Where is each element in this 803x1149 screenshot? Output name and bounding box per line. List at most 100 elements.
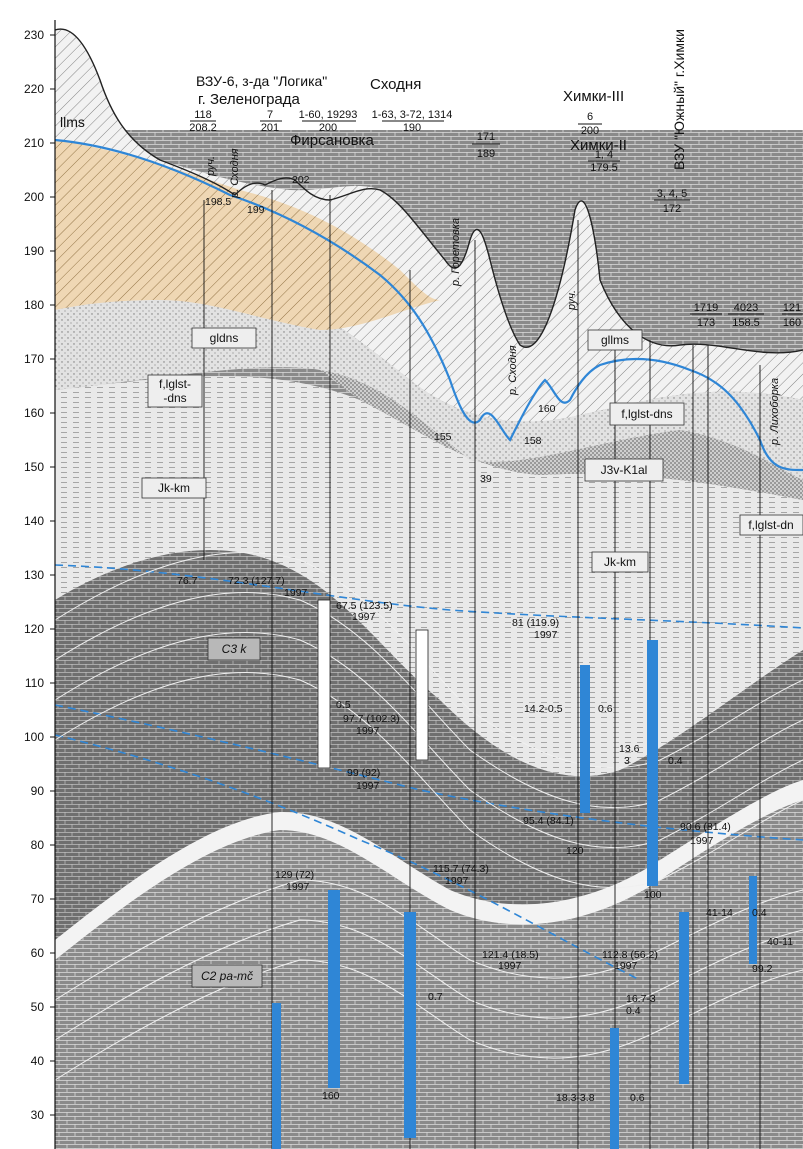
measurement: 90.6 (81.4): [680, 821, 731, 833]
y-tick-label: 40: [31, 1054, 45, 1068]
well-number: 1-63, 3-72, 1314: [372, 109, 453, 121]
measurement: 72.3 (127.7): [228, 575, 285, 587]
khimki3-label: Химки-III: [563, 88, 624, 105]
measurement: 0.4: [668, 755, 683, 767]
screen-white-1: [317, 599, 331, 769]
screen-blue-8: [749, 876, 757, 964]
measurement: 3: [624, 755, 630, 767]
well-number: 1, 4: [595, 149, 613, 161]
y-tick-label: 230: [24, 28, 44, 42]
screen-blue-3: [328, 890, 340, 1088]
measurement: 97.7 (102.3): [343, 713, 400, 725]
measurement: 1997: [356, 780, 380, 792]
river-ruch-label: руч.: [205, 156, 217, 177]
well-elevation: 190: [403, 122, 421, 134]
screen-blue-2: [647, 640, 658, 886]
well-number: 1719: [694, 302, 718, 314]
y-tick-label: 120: [24, 622, 44, 636]
measurement: 99.2: [752, 963, 773, 975]
y-tick-label: 80: [31, 838, 45, 852]
elevation-mark: 198.5: [205, 196, 231, 208]
stratum-fglst-label: f,lglst-: [159, 377, 191, 391]
y-tick-label: 200: [24, 190, 44, 204]
measurement: 95.4 (84.1): [523, 815, 574, 827]
stratum-gllms-label: gllms: [601, 333, 629, 347]
strata-labels: llms gldns f,lglst- -dns Jk-km gllms f,l…: [60, 114, 803, 988]
y-tick-label: 180: [24, 298, 44, 312]
measurement: 1997: [445, 875, 469, 887]
well-elevation: 200: [581, 125, 599, 137]
measurement: 1997: [614, 960, 638, 972]
y-tick-label: 60: [31, 946, 45, 960]
measurement: 121.4 (18.5): [482, 949, 539, 961]
y-axis-ticks: 230 220 210 200 190 180 170 160 150 140 …: [24, 28, 55, 1122]
elevation-mark: 202: [292, 174, 310, 186]
measurement: 99 (92): [347, 767, 380, 779]
measurement: 1997: [690, 835, 714, 847]
strata-lines: [54, 552, 803, 1081]
well-number: 6: [587, 111, 593, 123]
khimki2-label: Химки-II: [570, 137, 627, 154]
well-elevation: 160: [783, 317, 801, 329]
measurement: 1997: [352, 611, 376, 623]
y-tick-label: 210: [24, 136, 44, 150]
measurement: 0.4: [626, 1005, 641, 1017]
gldns-formation: [55, 29, 803, 422]
well-headers: 118 208.2 7 201 1-60, 19293 200 1-63, 3-…: [189, 109, 803, 329]
measurement: 0.6: [630, 1092, 645, 1104]
well-number: 7: [267, 109, 273, 121]
well-elevation: 172: [663, 203, 681, 215]
y-tick-label: 130: [24, 568, 44, 582]
j3v-k1al-formation: [320, 370, 803, 500]
y-tick-label: 100: [24, 730, 44, 744]
y-tick-label: 110: [25, 676, 44, 690]
measurement: 0.5: [336, 699, 351, 711]
screen-blue-6: [610, 1028, 619, 1149]
stratum-dns-label: -dns: [163, 391, 186, 405]
well-elevation: 179.5: [590, 162, 618, 174]
stratum-jkkm2-label: Jk-km: [604, 555, 636, 569]
elevation-mark: 155: [434, 431, 452, 443]
measurement: 40-11: [767, 936, 793, 948]
measurement-labels: 76.7 72.3 (127.7) 1997 67.5 (123.5) 1997…: [177, 575, 793, 1104]
elevation-mark: 199: [247, 204, 265, 216]
measurement: 1997: [356, 725, 380, 737]
well-elevation: 158.5: [732, 317, 760, 329]
vzu6-title: ВЗУ-6, з-да "Логика": [196, 73, 327, 89]
screen-blue-4: [404, 912, 416, 1138]
river-skhodnya2-label: р. Сходня: [507, 345, 519, 396]
piezometric-line-1: [54, 564, 803, 629]
measurement: 14.2-0.5: [524, 703, 563, 715]
river-skhodnya-label: р. Сходня: [229, 148, 241, 199]
well-elevation: 201: [261, 122, 279, 134]
elevation-mark: 39: [480, 473, 492, 485]
y-tick-label: 150: [24, 460, 44, 474]
measurement: 120: [566, 845, 584, 857]
measurement: 0.6: [598, 703, 613, 715]
well-elevation: 189: [477, 148, 495, 160]
measurement: 1997: [284, 587, 308, 599]
screen-blue-1: [580, 665, 590, 813]
y-tick-label: 30: [31, 1108, 45, 1122]
elevation-mark: 158: [524, 435, 542, 447]
measurement: 81 (119.9): [512, 617, 559, 629]
stratum-j3vk-label: J3v-K1al: [601, 463, 648, 477]
well-number: 118: [194, 109, 212, 121]
well-elevation: 173: [697, 317, 715, 329]
ground-surface: [54, 28, 803, 354]
measurement: 112.8 (56.2): [602, 949, 658, 961]
skhodnya-label: Сходня: [370, 76, 421, 93]
measurement: 76.7: [177, 575, 198, 587]
y-tick-label: 170: [24, 352, 44, 366]
screen-blue-7: [679, 912, 689, 1084]
y-tick-label: 90: [31, 784, 45, 798]
well-lines: [203, 190, 761, 1149]
vzu-yuzhny-label: ВЗУ "Южный" г.Химки: [671, 29, 687, 170]
elevation-mark: 160: [538, 403, 556, 415]
well-number: 1-60, 19293: [299, 109, 358, 121]
y-tick-label: 70: [31, 892, 45, 906]
well-elevation: 200: [319, 122, 337, 134]
y-tick-label: 190: [24, 244, 44, 258]
stratum-c3k-label: C3 k: [222, 642, 248, 656]
